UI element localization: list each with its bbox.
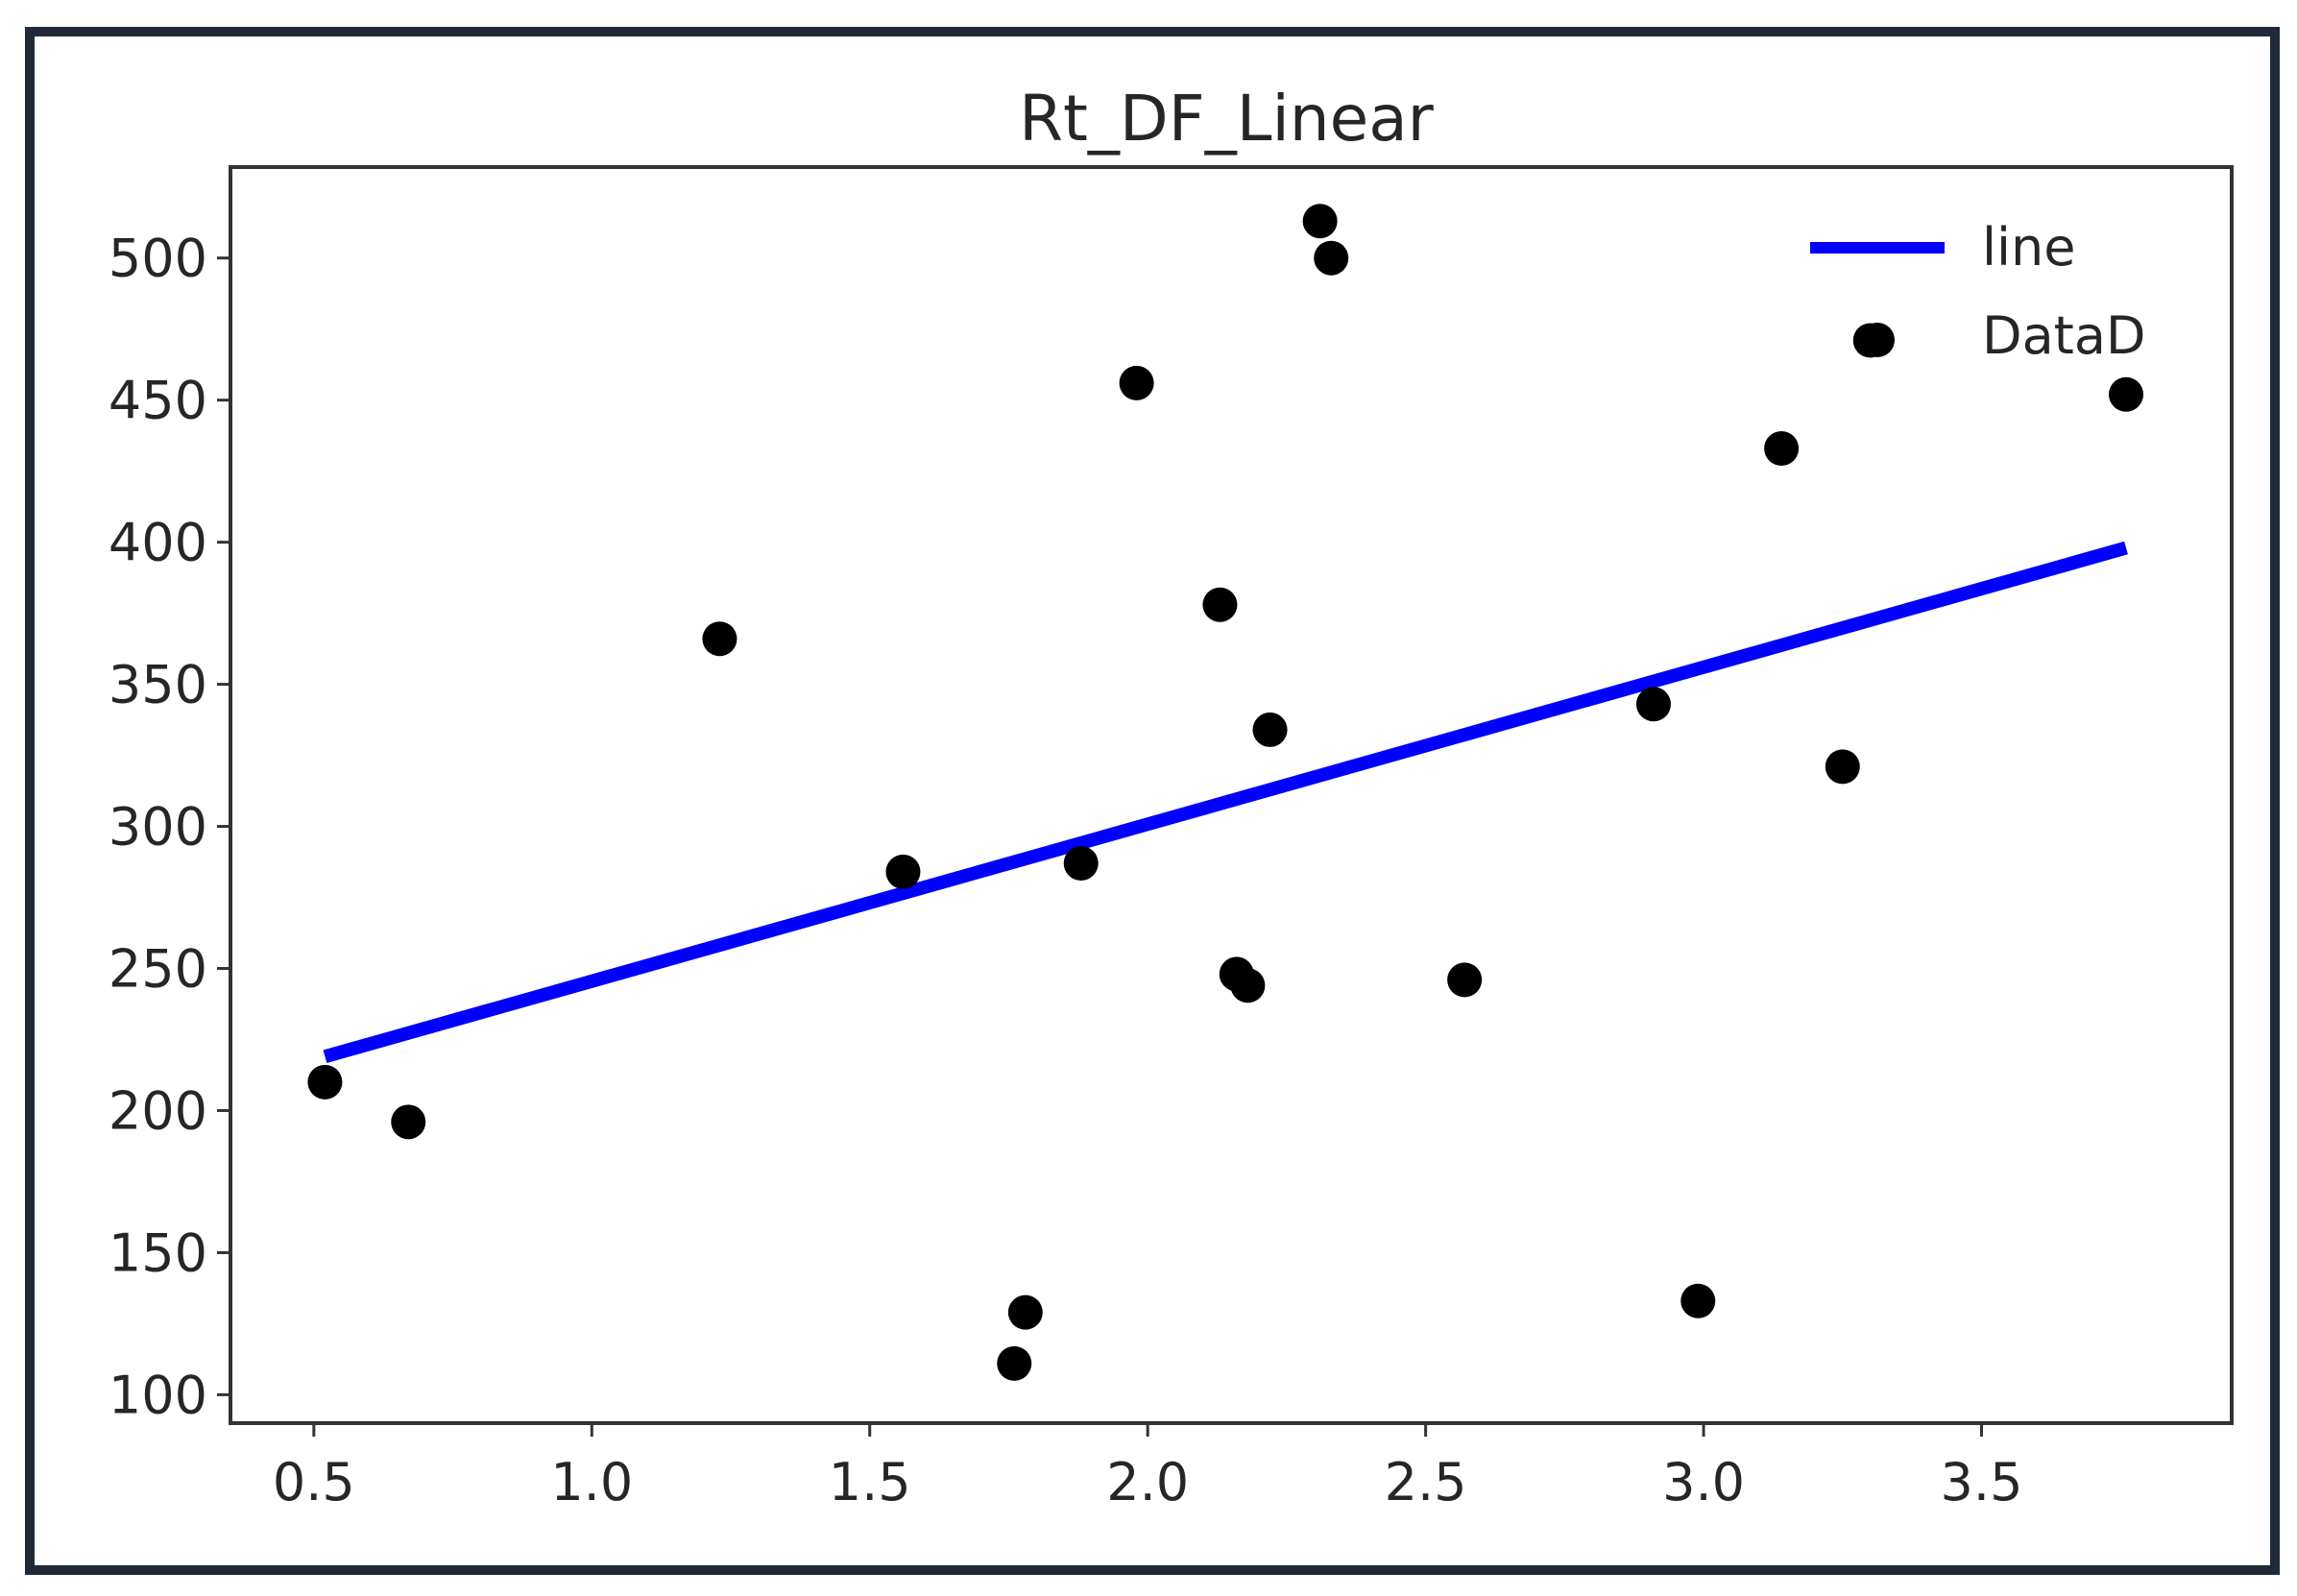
series-layer xyxy=(307,204,2144,1381)
data-point xyxy=(1202,587,1238,622)
data-point xyxy=(702,621,737,657)
chart-title: Rt_DF_Linear xyxy=(1019,82,1435,156)
x-tick-label: 3.5 xyxy=(1941,1452,2023,1512)
data-point xyxy=(1314,240,1349,276)
x-tick-label: 1.5 xyxy=(829,1452,911,1512)
x-tick-label: 2.5 xyxy=(1385,1452,1467,1512)
legend: line DataD xyxy=(1810,217,2146,366)
y-tick-label: 500 xyxy=(109,229,207,289)
data-point xyxy=(997,1345,1032,1381)
y-tick-label: 300 xyxy=(109,797,207,858)
y-tick-label: 200 xyxy=(109,1080,207,1141)
x-tick-label: 2.0 xyxy=(1106,1452,1189,1512)
x-axis: 0.5 1.0 1.5 2.0 2.5 3.0 3.5 xyxy=(273,1423,2023,1512)
x-tick-label: 1.0 xyxy=(550,1452,633,1512)
data-point xyxy=(1447,962,1483,998)
y-tick-label: 150 xyxy=(109,1222,207,1283)
data-point xyxy=(1119,365,1154,400)
data-point xyxy=(1635,687,1671,722)
legend-marker-swatch xyxy=(1860,323,1895,357)
y-tick-label: 250 xyxy=(109,939,207,1000)
data-point xyxy=(1825,749,1860,785)
data-point xyxy=(1230,968,1266,1004)
y-tick-label: 400 xyxy=(109,513,207,573)
y-tick-label: 350 xyxy=(109,655,207,715)
x-tick-label: 0.5 xyxy=(273,1452,355,1512)
data-point xyxy=(391,1104,426,1140)
data-point xyxy=(1007,1294,1043,1330)
y-tick-label: 450 xyxy=(109,371,207,431)
legend-label-line: line xyxy=(1982,217,2075,278)
y-tick-label: 100 xyxy=(109,1365,207,1425)
data-point xyxy=(1302,204,1338,239)
fit-line xyxy=(323,541,2128,1063)
x-tick-label: 3.0 xyxy=(1662,1452,1745,1512)
data-point xyxy=(307,1064,343,1100)
legend-label-datad: DataD xyxy=(1982,305,2146,366)
data-point xyxy=(885,854,921,889)
data-point xyxy=(1063,846,1099,882)
data-point xyxy=(1764,430,1800,466)
data-point xyxy=(1680,1283,1716,1318)
data-point xyxy=(2109,376,2144,412)
data-point xyxy=(1252,712,1288,747)
y-axis: 100 150 200 250 300 350 400 450 500 xyxy=(109,229,230,1425)
